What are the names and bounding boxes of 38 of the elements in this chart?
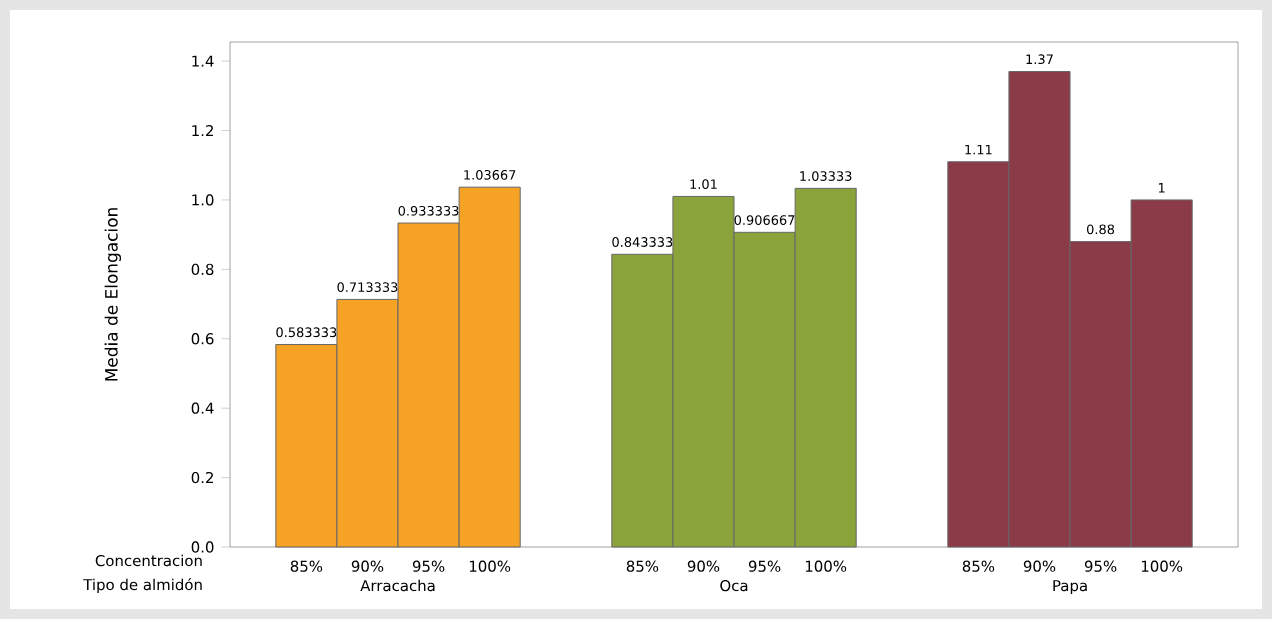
- x-tick-label: 90%: [687, 560, 720, 572]
- x-tick-label: 95%: [748, 560, 781, 572]
- x-tick-label: 85%: [290, 560, 323, 572]
- x-tick-label: 90%: [1023, 560, 1056, 572]
- y-tick-label: 0.2: [191, 471, 213, 484]
- x-tick-label: 85%: [962, 560, 995, 572]
- data-label: 0.88: [1086, 224, 1115, 235]
- x-tick-label: 100%: [805, 560, 847, 572]
- text: Tipo de almidón: [83, 578, 202, 594]
- y-tick-label: 0.0: [191, 541, 214, 553]
- x-tick-label: 100%: [1141, 560, 1183, 572]
- data-label: 1.03667: [464, 170, 516, 180]
- x-tick-label: 95%: [1084, 560, 1117, 572]
- x-axis-title: Concentracion: [95, 554, 202, 567]
- y-tick-label: 1.0: [192, 194, 214, 206]
- y-tick-label: 1.4: [192, 55, 214, 67]
- x-tick-label: 100%: [469, 560, 511, 572]
- x-tick-label: 90%: [351, 560, 384, 572]
- y-tick-label: 0.8: [191, 263, 214, 275]
- text: Oca: [720, 579, 748, 592]
- x-tick-label: 95%: [412, 560, 445, 572]
- y-tick-label: 1.2: [192, 124, 213, 137]
- y-axis-title: Media de Elongacion: [104, 208, 122, 381]
- text: Papa: [1053, 580, 1087, 595]
- y-tick-label: 0.4: [191, 402, 214, 414]
- data-label: 0.906667: [734, 215, 795, 225]
- data-label: 0.933333: [398, 205, 459, 216]
- x-tick-label: 85%: [626, 560, 659, 572]
- data-label: 0.843333: [612, 237, 673, 247]
- y-tick-label: 0.6: [191, 333, 214, 345]
- data-label: 1.01: [690, 179, 717, 190]
- data-label: 1.03333: [800, 171, 852, 181]
- data-label: 1.37: [1026, 54, 1053, 65]
- data-label: 1.11: [965, 144, 992, 155]
- data-label: 0.713333: [337, 282, 398, 293]
- data-label: 0.583333: [276, 327, 337, 338]
- data-label: 1: [1158, 183, 1165, 193]
- text: Arracacha: [360, 579, 435, 592]
